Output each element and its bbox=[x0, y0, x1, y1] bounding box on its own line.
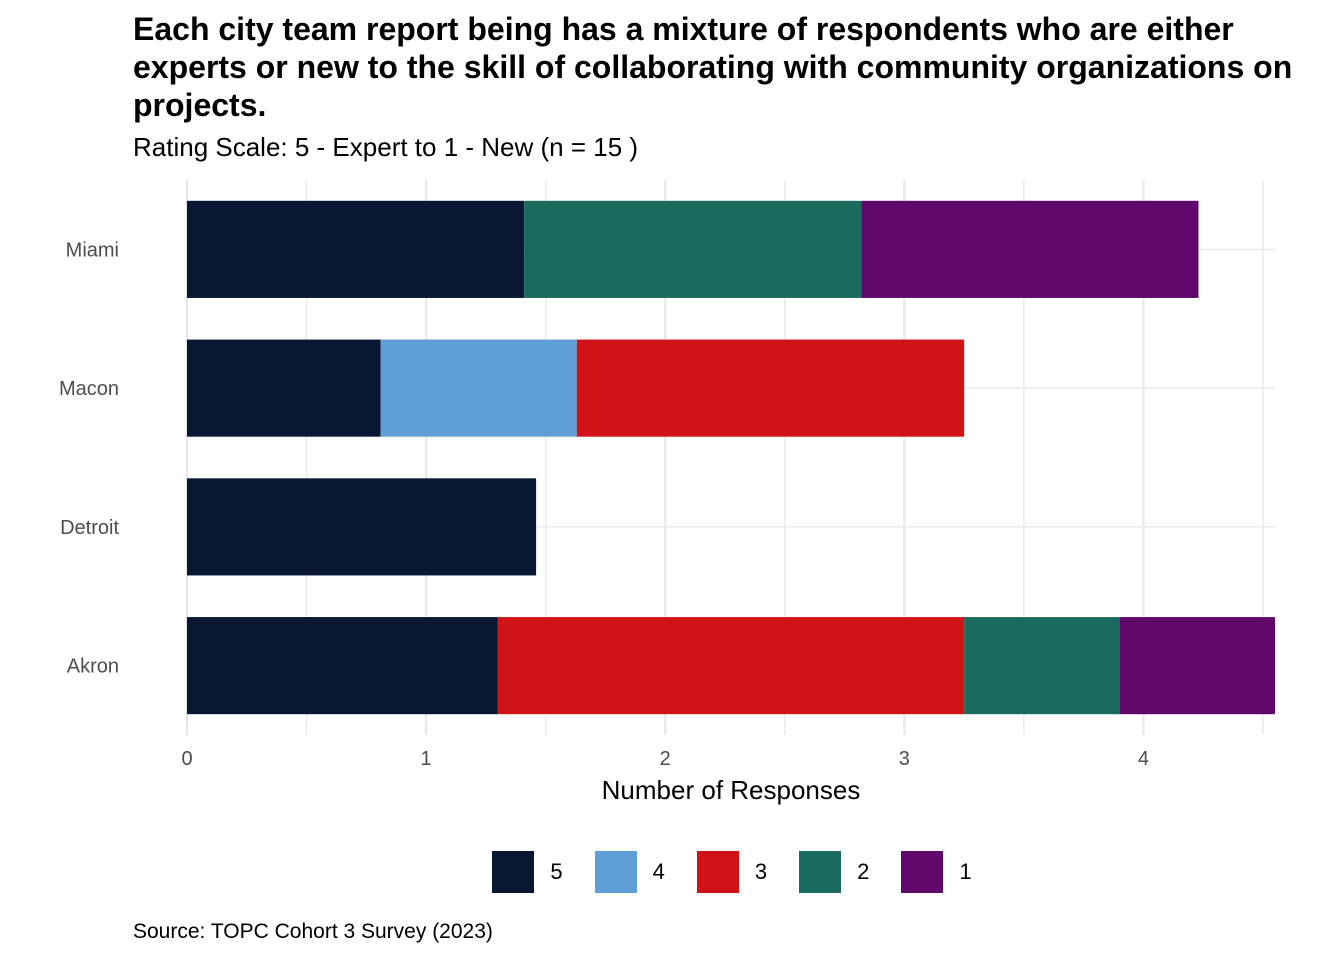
legend-swatch bbox=[901, 851, 944, 893]
x-tick-label: 2 bbox=[660, 748, 671, 770]
bar-macon-rating-3 bbox=[576, 339, 965, 437]
x-tick-label: 1 bbox=[421, 748, 432, 770]
source-caption: Source: TOPC Cohort 3 Survey (2023) bbox=[133, 920, 493, 943]
legend-item-4: 4 bbox=[594, 850, 665, 894]
bar-akron-rating-3 bbox=[497, 617, 965, 715]
chart-subtitle: Rating Scale: 5 - Expert to 1 - New (n =… bbox=[133, 132, 639, 162]
y-tick-label-akron: Akron bbox=[67, 656, 119, 678]
legend-label: 1 bbox=[959, 859, 972, 884]
legend: 5 4 3 2 1 bbox=[0, 850, 1344, 894]
legend-label: 3 bbox=[754, 859, 768, 884]
bar-group bbox=[187, 200, 1275, 715]
legend-item-5: 5 bbox=[492, 850, 563, 894]
legend-item-1: 1 bbox=[901, 850, 972, 894]
chart-title: Each city team report being has a mixtur… bbox=[133, 11, 1293, 123]
x-tick-label: 4 bbox=[1138, 748, 1149, 770]
y-tick-label-macon: Macon bbox=[59, 378, 119, 400]
bar-miami-rating-2 bbox=[524, 200, 862, 298]
legend-label: 5 bbox=[550, 859, 563, 884]
bar-chart: Miami Macon Detroit Akron 0 1 2 3 4 Number of R… bbox=[59, 180, 1275, 805]
legend-swatch bbox=[594, 851, 637, 893]
legend-swatch bbox=[799, 851, 842, 893]
bar-detroit-rating-5 bbox=[187, 478, 537, 576]
y-tick-label-detroit: Detroit bbox=[60, 517, 119, 539]
y-tick-label-miami: Miami bbox=[66, 239, 119, 261]
x-axis-title: Number of Responses bbox=[602, 775, 861, 805]
legend-label: 2 bbox=[857, 859, 870, 884]
x-tick-label: 3 bbox=[899, 748, 910, 770]
bar-akron-rating-2 bbox=[964, 617, 1120, 715]
bar-miami-rating-5 bbox=[187, 200, 525, 298]
x-tick-label: 0 bbox=[181, 748, 192, 770]
legend-item-3: 3 bbox=[696, 850, 768, 894]
bar-macon-rating-4 bbox=[380, 339, 577, 437]
legend-item-2: 2 bbox=[799, 850, 869, 894]
bar-akron-rating-1 bbox=[1119, 617, 1275, 715]
bar-akron-rating-5 bbox=[187, 617, 498, 715]
y-axis-tick-labels: Miami Macon Detroit Akron bbox=[59, 239, 119, 677]
legend-swatch bbox=[492, 851, 535, 893]
legend-swatch bbox=[696, 851, 739, 893]
bar-macon-rating-5 bbox=[187, 339, 381, 437]
bar-miami-rating-1 bbox=[861, 200, 1199, 298]
legend-label: 4 bbox=[652, 859, 665, 884]
x-axis-tick-labels: 0 1 2 3 4 bbox=[181, 748, 1149, 770]
